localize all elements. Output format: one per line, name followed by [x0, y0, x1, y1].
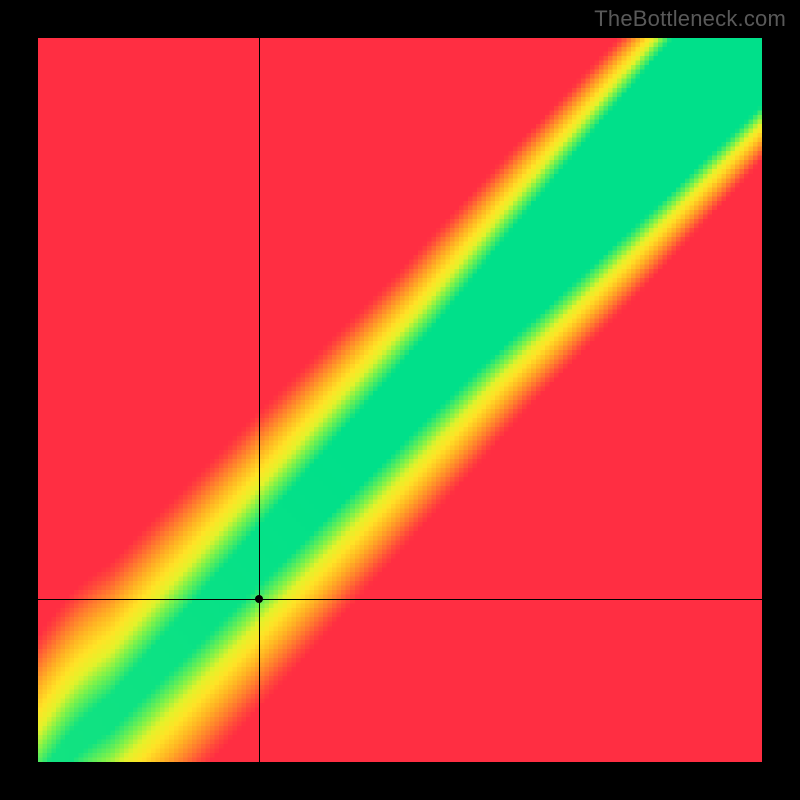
crosshair-horizontal	[38, 599, 762, 600]
watermark-text: TheBottleneck.com	[594, 6, 786, 32]
viewport: TheBottleneck.com	[0, 0, 800, 800]
crosshair-dot	[255, 595, 263, 603]
crosshair-vertical	[259, 38, 260, 762]
bottleneck-heatmap	[38, 38, 762, 762]
plot-frame	[38, 38, 762, 762]
